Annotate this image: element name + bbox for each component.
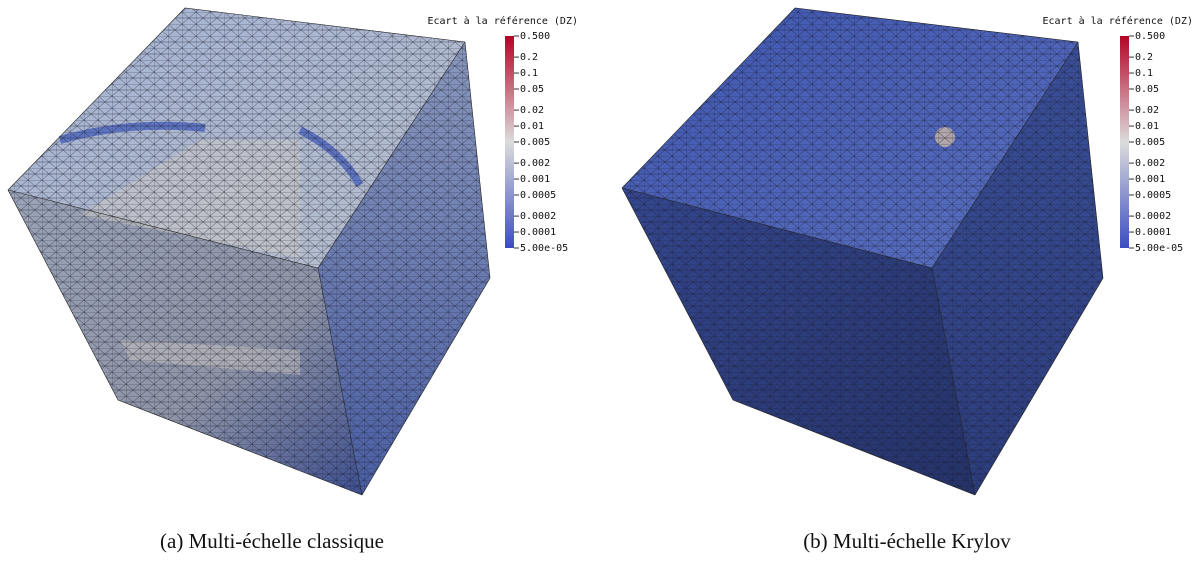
colorbar-tick-label: 0.1	[1135, 68, 1153, 79]
colorbar-tick-label: 0.1	[520, 68, 538, 79]
cube-b	[621, 7, 1104, 496]
caption: (b) Multi-échelle Krylov	[803, 529, 1011, 553]
colorbar-tick-label: 0.02	[1135, 105, 1159, 116]
colorbar-tick-label: 0.01	[520, 121, 544, 132]
cube-a	[7, 7, 491, 496]
colorbar-tick-label: 0.05	[520, 84, 544, 95]
colorbar-tick-label: 0.05	[1135, 84, 1159, 95]
colorbar-tick-label: 0.005	[1135, 137, 1165, 148]
colorbar-tick-label: 0.2	[1135, 52, 1153, 63]
colorbar-tick-label: 0.005	[520, 137, 550, 148]
colorbar-tick-label: 0.500	[520, 31, 550, 42]
colorbar-tick-label: 0.2	[520, 52, 538, 63]
colorbar	[1120, 36, 1129, 248]
colorbar-tick-label: 0.0001	[520, 227, 556, 238]
colorbar-tick-label: 0.01	[1135, 121, 1159, 132]
colorbar-tick-label: 0.0005	[1135, 190, 1171, 201]
colorbar-tick-label: 0.001	[520, 174, 550, 185]
colorbar-tick-label: 0.002	[1135, 158, 1165, 169]
colorbar-tick-label: 5.00e-05	[1135, 243, 1183, 254]
colorbar-tick-label: 0.002	[520, 158, 550, 169]
colorbar-tick-label: 0.0002	[520, 211, 556, 222]
colorbar-tick-label: 0.0001	[1135, 227, 1171, 238]
colorbar-title: Ecart à la référence (DZ)	[427, 15, 578, 27]
colorbar-title: Ecart à la référence (DZ)	[1042, 15, 1193, 27]
colorbar-tick-label: 0.001	[1135, 174, 1165, 185]
colorbar	[505, 36, 514, 248]
colorbar-tick-label: 0.0005	[520, 190, 556, 201]
colorbar-tick-label: 0.02	[520, 105, 544, 116]
colorbar-tick-label: 5.00e-05	[520, 243, 568, 254]
colorbar-tick-label: 0.500	[1135, 31, 1165, 42]
caption: (a) Multi-échelle classique	[160, 529, 384, 553]
colorbar-tick-label: 0.0002	[1135, 211, 1171, 222]
